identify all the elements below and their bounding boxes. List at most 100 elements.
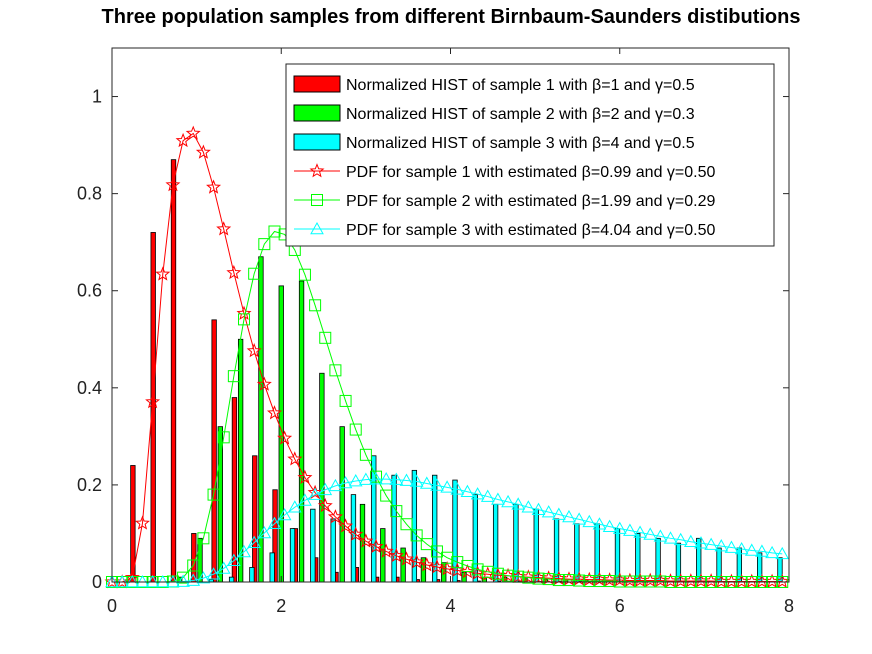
pdf-marker: [175, 132, 191, 148]
pdf-marker: [318, 482, 333, 496]
pdf-marker: [195, 144, 211, 159]
hist-bar: [289, 528, 296, 583]
pdf-marker: [338, 475, 353, 489]
pdf-marker: [277, 430, 293, 445]
pdf-marker: [653, 529, 668, 542]
pdf-marker: [266, 405, 282, 420]
pdf-marker: [248, 267, 261, 280]
pdf-marker: [450, 482, 465, 495]
pdf-marker: [238, 313, 251, 326]
pdf-marker: [258, 238, 271, 251]
pdf-marker: [399, 473, 414, 486]
pdf-marker: [125, 574, 140, 588]
hist-bar: [252, 455, 258, 583]
pdf-marker: [246, 343, 262, 358]
pdf-marker: [177, 571, 190, 584]
pdf-marker: [409, 554, 425, 569]
pdf-marker: [572, 512, 586, 525]
pdf-marker: [663, 531, 678, 544]
pdf-marker: [176, 574, 190, 587]
pdf-marker: [247, 535, 262, 548]
hist-bar: [310, 508, 316, 583]
pdf-marker: [734, 541, 749, 555]
pdf-marker: [542, 573, 555, 586]
pdf-line: [112, 478, 783, 583]
pdf-marker: [165, 177, 181, 192]
pdf-marker: [775, 546, 790, 560]
pdf-marker: [338, 518, 354, 533]
pdf-marker: [135, 574, 150, 588]
hist-bar: [269, 552, 275, 583]
pdf-marker: [552, 574, 565, 587]
pdf-marker: [441, 551, 454, 564]
pdf-marker: [451, 556, 464, 569]
pdf-marker: [724, 540, 739, 553]
pdf-marker: [216, 221, 232, 236]
pdf-marker: [410, 529, 423, 542]
hist-bar: [211, 319, 217, 583]
pdf-marker: [583, 575, 596, 588]
hist-bar: [391, 474, 397, 583]
pdf-marker: [380, 489, 393, 502]
pdf-marker: [310, 221, 324, 235]
hist-bar: [400, 547, 406, 583]
pdf-line: [112, 132, 783, 583]
hist-bar: [777, 557, 783, 583]
legend-label: PDF for sample 1 with estimated β=0.99 a…: [346, 164, 716, 181]
hist-bar: [319, 372, 325, 583]
pdf-marker: [429, 559, 445, 574]
pdf-marker: [440, 480, 454, 493]
x-tick-label: 8: [784, 596, 794, 616]
pdf-marker: [755, 544, 769, 557]
legend-entry: Normalized HIST of sample 2 with β=2 and…: [293, 104, 695, 123]
legend-entry: PDF for sample 3 with estimated β=4.04 a…: [294, 221, 716, 239]
pdf-marker: [257, 525, 272, 539]
legend-swatch: [293, 75, 341, 93]
pdf-marker: [532, 572, 545, 585]
x-tick-label: 4: [445, 596, 455, 616]
axis-layer: 0 2 4 6 8 0 0.2 0.4 0.6 0.8 1: [77, 48, 794, 616]
legend-entry: Normalized HIST of sample 3 with β=4 and…: [293, 133, 695, 152]
legend-label: PDF for sample 2 with estimated β=1.99 a…: [346, 193, 716, 210]
pdf-marker: [379, 472, 394, 485]
pdf-marker: [531, 502, 546, 515]
pdf-marker: [217, 431, 230, 444]
pdf-marker: [501, 494, 515, 508]
pdf-marker: [400, 518, 413, 531]
pdf-marker: [603, 575, 616, 588]
legend-label: Normalized HIST of sample 2 with β=2 and…: [346, 106, 695, 123]
pdf-marker: [633, 525, 647, 538]
pdf-marker: [227, 370, 240, 383]
pdf-marker: [309, 163, 325, 178]
pdf-marker: [206, 567, 221, 580]
chart-title: Three population samples from different …: [102, 6, 801, 28]
pdf-series-3: [105, 472, 790, 588]
y-tick-label: 1: [92, 87, 102, 107]
pdf-marker: [297, 469, 313, 485]
pdf-marker: [419, 476, 434, 489]
pdf-marker: [744, 543, 759, 556]
pdf-marker: [592, 517, 607, 530]
hist-bar: [228, 576, 235, 583]
pdf-marker: [430, 545, 443, 558]
pdf-marker: [308, 487, 322, 500]
pdf-marker: [502, 569, 515, 582]
pdf-marker: [673, 532, 688, 546]
pdf-marker: [287, 500, 302, 513]
pdf-marker: [593, 575, 606, 588]
pdf-marker: [573, 574, 586, 587]
pdf-marker: [359, 472, 373, 485]
hist-bar: [298, 280, 305, 583]
x-tick-label: 2: [276, 596, 286, 616]
legend-entry: PDF for sample 1 with estimated β=0.99 a…: [294, 163, 716, 181]
pdf-marker: [287, 451, 303, 466]
pdf-marker: [328, 478, 343, 492]
pdf-marker: [268, 225, 281, 238]
pdf-marker: [612, 521, 627, 534]
pdf-marker: [348, 526, 364, 541]
pdf-marker: [124, 569, 140, 585]
y-tick-label: 0.8: [77, 184, 102, 204]
pdf-marker: [470, 487, 485, 500]
pdf-marker: [196, 571, 211, 584]
pdf-marker: [329, 364, 342, 377]
